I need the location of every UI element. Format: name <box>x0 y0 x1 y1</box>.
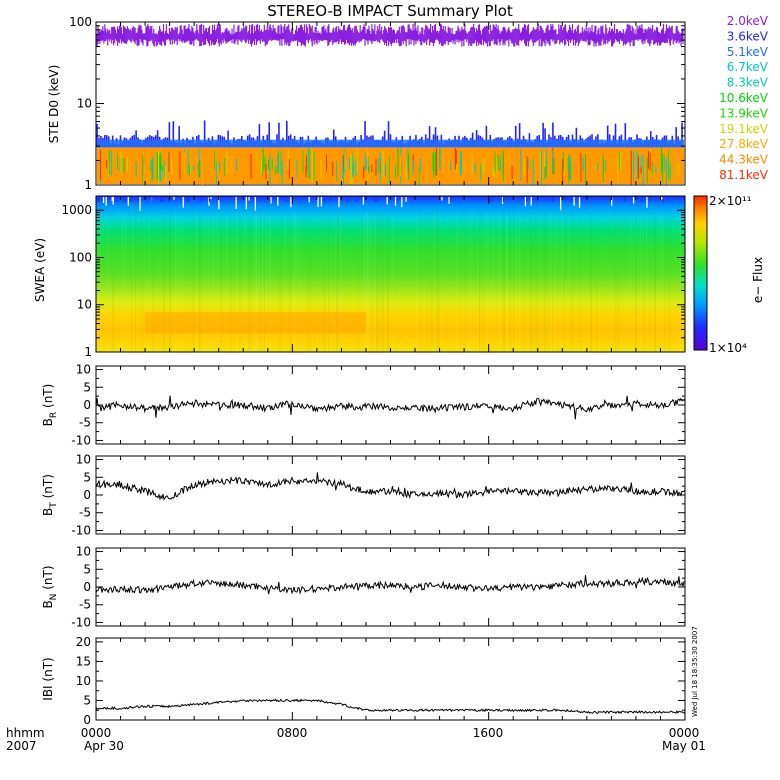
field-trace-line <box>95 472 686 501</box>
bn-panel: -10 -5 0 5 10 BN (nT) <box>41 545 686 629</box>
swea-ylabel: SWEA (eV) <box>33 238 47 302</box>
field-trace-line <box>95 698 686 715</box>
date-label-end: May 01 <box>662 739 706 753</box>
y-tick-label: 100 <box>69 15 92 29</box>
legend-entry: 2.0keV <box>727 14 769 28</box>
bt-panel: -10 -5 0 5 10 BT (nT) <box>41 453 686 537</box>
legend-entry: 10.6keV <box>719 91 769 105</box>
legend-entry: 44.3keV <box>719 153 769 167</box>
bn-ylabel: BN (nT) <box>41 565 59 608</box>
y-tick-label: 1000 <box>61 203 92 217</box>
time-tick-label: 0800 <box>277 726 308 740</box>
bt-trace <box>95 472 686 501</box>
plot-title: STEREO-B IMPACT Summary Plot <box>267 2 513 20</box>
axis-row-label-year: 2007 <box>6 739 37 753</box>
y-tick-label: 1 <box>84 178 92 192</box>
legend-entry: 27.8keV <box>719 137 769 151</box>
bmag-trace <box>95 698 686 715</box>
legend-entry: 13.9keV <box>719 106 769 120</box>
bn-trace <box>95 575 686 595</box>
y-tick-label: 15 <box>76 654 91 668</box>
bmag-ylabel: IBI (nT) <box>41 657 55 700</box>
y-tick-label: 5 <box>83 562 91 576</box>
y-tick-label: 10 <box>76 453 91 467</box>
legend-entry: 19.1keV <box>719 122 769 136</box>
y-tick-label: 1 <box>84 345 92 359</box>
legend-entry: 3.6keV <box>727 29 769 43</box>
legend-entry: 81.1keV <box>719 168 769 182</box>
time-tick-label: 1600 <box>473 726 504 740</box>
y-tick-label: -10 <box>71 615 91 629</box>
colorbar-label: e− Flux <box>751 257 765 303</box>
timestamp-note: Wed Jul 18 18:35:30 2007 <box>691 626 699 717</box>
y-tick-label: 0 <box>83 398 91 412</box>
y-tick-label: 5 <box>83 470 91 484</box>
y-tick-label: -10 <box>71 523 91 537</box>
y-tick-label: 20 <box>76 635 91 649</box>
br-trace <box>95 395 686 420</box>
swea-heatmap-base <box>96 196 685 352</box>
bn-plot-frame <box>95 547 686 627</box>
y-tick-label: 0 <box>83 580 91 594</box>
time-tick-label: 0000 <box>669 726 700 740</box>
y-tick-label: 5 <box>83 693 91 707</box>
y-tick-label: 10 <box>76 674 91 688</box>
date-label-start: Apr 30 <box>84 739 124 753</box>
ste-data-marks <box>96 23 684 185</box>
y-tick-label: 10 <box>77 298 92 312</box>
y-tick-label: -10 <box>71 433 91 447</box>
field-trace-line <box>95 395 686 420</box>
ste-channel-5.1keV-band <box>97 139 684 148</box>
flux-colorbar <box>693 195 708 351</box>
br-panel: -10 -5 0 5 10 BR (nT) <box>41 363 686 447</box>
y-tick-label: 0 <box>83 488 91 502</box>
y-tick-label: 10 <box>76 545 91 559</box>
swea-heatmap-cells <box>97 197 681 351</box>
y-tick-label: 100 <box>69 250 92 264</box>
y-tick-label: 10 <box>77 97 92 111</box>
legend-entry: 8.3keV <box>727 76 769 90</box>
y-tick-label: -5 <box>79 416 91 430</box>
bmag-panel: 0 5 10 15 20 IBI (nT) Wed Jul 18 18:35:30 20… <box>41 626 699 727</box>
bmag-plot-frame <box>95 637 686 721</box>
time-axis: hhmm 2007 0000 0800 1600 0000 Apr 30 May… <box>6 726 706 753</box>
bt-ylabel: BT (nT) <box>41 474 59 516</box>
y-tick-label: 0 <box>83 713 91 727</box>
y-tick-label: -5 <box>79 506 91 520</box>
ste-ylabel: STE D0 (keV) <box>47 65 61 144</box>
br-ylabel: BR (nT) <box>41 384 59 427</box>
bt-plot-frame <box>95 455 686 535</box>
y-tick-label: 10 <box>76 363 91 377</box>
colorbar-max-label: 2×10¹¹ <box>709 194 752 208</box>
field-trace-line <box>95 575 686 595</box>
legend-entry: 6.7keV <box>727 60 769 74</box>
legend-entry: 5.1keV <box>727 45 769 59</box>
y-tick-label: 5 <box>83 380 91 394</box>
axis-row-label-hhmm: hhmm <box>6 726 45 740</box>
time-tick-label: 0000 <box>81 726 112 740</box>
swea-heatmap-cell <box>145 312 366 334</box>
y-tick-label: -5 <box>79 598 91 612</box>
colorbar-min-label: 1×10⁴ <box>709 341 747 355</box>
swea-panel: 1 10 100 1000 SWEA (eV) 2×10¹¹ 1×10⁴ e− Flu… <box>33 194 765 359</box>
